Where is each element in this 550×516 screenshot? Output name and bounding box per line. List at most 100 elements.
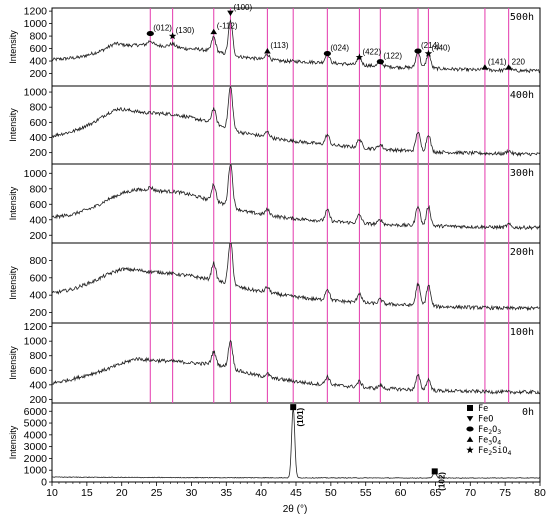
- x-tick-label: 65: [430, 487, 442, 499]
- peak-annotations: (012) (130) (-112) (100) (113) (024) (422) (122…: [146, 3, 526, 491]
- legend-label: Fe2SiO4: [478, 446, 512, 457]
- peak-marker: [424, 49, 433, 57]
- peak-marker: [146, 31, 154, 37]
- y-tick-label: 600: [29, 272, 47, 284]
- y-axis-label: Intensity: [8, 346, 18, 380]
- x-tick-label: 60: [395, 487, 407, 499]
- legend-label: Fe3O4: [478, 436, 501, 447]
- peak-index-label: (100): [233, 3, 252, 12]
- panel-frame: [51, 242, 541, 324]
- xrd-traces: [51, 19, 541, 479]
- panel-frame: [51, 163, 541, 244]
- y-tick-label: 600: [29, 365, 47, 377]
- x-axis: 10 15 20 25 30 35 40 45 50 55 60 65 70 75 80: [46, 482, 546, 499]
- peak-index-label: (122): [383, 52, 402, 61]
- panel-label: 500h: [510, 12, 534, 23]
- peak-index-label: (440): [431, 44, 450, 53]
- legend-marker: [466, 426, 474, 432]
- peak-index-label: (141): [488, 57, 507, 66]
- y-tick-label: 400: [29, 56, 47, 68]
- x-tick-label: 30: [186, 487, 198, 499]
- y-tick-label: 1000: [24, 465, 48, 477]
- peak-marker: [323, 51, 331, 57]
- x-tick-label: 80: [534, 487, 546, 499]
- x-tick-label: 15: [81, 487, 93, 499]
- y-axis-label: Intensity: [8, 266, 18, 300]
- y-tick-label: 200: [29, 230, 47, 242]
- y-tick-label: 6000: [24, 406, 48, 418]
- peak-marker: [355, 53, 364, 61]
- y-tick-label: 400: [29, 290, 47, 302]
- y-tick-label: 400: [29, 132, 47, 144]
- y-tick-label: 1000: [24, 336, 48, 348]
- y-tick-label: 800: [29, 183, 47, 195]
- y-tick-label: 200: [29, 394, 47, 406]
- peak-index-label: (214): [421, 41, 440, 50]
- peak-marker: [227, 10, 234, 16]
- y-tick-label: 3000: [24, 441, 48, 453]
- legend-marker: [466, 436, 474, 442]
- y-tick-label: 400: [29, 214, 47, 226]
- panel-label: 300h: [510, 168, 534, 179]
- peak-index-label: (130): [176, 26, 195, 35]
- y-tick-label: 1200: [24, 321, 48, 333]
- peak-marker: [505, 64, 512, 70]
- peak-marker: [414, 48, 422, 54]
- y-tick-label: 1000: [24, 18, 48, 30]
- legend-marker: [466, 446, 474, 454]
- peak-marker: [376, 59, 384, 65]
- peak-index-label: (102): [438, 472, 447, 491]
- panel-frame: [51, 7, 541, 87]
- panel-label: 200h: [510, 247, 534, 258]
- y-tick-label: 800: [29, 31, 47, 43]
- x-tick-label: 35: [220, 487, 232, 499]
- peak-marker: [168, 32, 177, 40]
- y-tick-label: 2000: [24, 453, 48, 465]
- panel-stack: 20040060080010001200Intensity500h2004006…: [8, 6, 541, 489]
- y-tick-label: 800: [29, 255, 47, 267]
- panel-label: 400h: [510, 90, 534, 101]
- x-tick-label: 20: [116, 487, 128, 499]
- panel-label: 100h: [510, 327, 534, 338]
- y-tick-label: 1000: [24, 87, 48, 99]
- x-tick-label: 50: [325, 487, 337, 499]
- peak-index-label: (422): [362, 47, 381, 56]
- peak-index-label: 220: [512, 57, 526, 66]
- x-tick-label: 70: [464, 487, 476, 499]
- xrd-trace-line: [51, 163, 541, 231]
- peak-marker: [481, 64, 489, 70]
- y-tick-label: 4000: [24, 429, 48, 441]
- legend-marker: [466, 416, 474, 422]
- y-axis-label: Intensity: [8, 30, 18, 64]
- x-tick-label: 45: [290, 487, 302, 499]
- x-tick-label: 10: [46, 487, 58, 499]
- panel-label: 0h: [522, 407, 534, 418]
- legend-label: Fe: [478, 404, 488, 414]
- peak-index-label: (024): [330, 44, 349, 53]
- legend-label: Fe2O3: [478, 425, 501, 436]
- x-tick-label: 25: [151, 487, 163, 499]
- y-tick-label: 5000: [24, 418, 48, 430]
- y-axis-label: Intensity: [8, 425, 18, 459]
- y-tick-label: 1000: [24, 168, 48, 180]
- x-tick-label: 75: [499, 487, 511, 499]
- y-tick-label: 0: [41, 477, 47, 489]
- x-tick-label: 55: [360, 487, 372, 499]
- legend-label: FeO: [478, 415, 493, 425]
- y-tick-label: 800: [29, 350, 47, 362]
- y-tick-label: 200: [29, 307, 47, 319]
- y-tick-label: 400: [29, 379, 47, 391]
- peak-marker: [290, 404, 297, 411]
- y-tick-label: 600: [29, 117, 47, 129]
- reference-lines: [149, 8, 510, 403]
- xrd-trace-line: [51, 406, 541, 479]
- y-tick-label: 1200: [24, 6, 48, 18]
- xrd-trace-line: [51, 339, 541, 395]
- y-tick-label: 200: [29, 147, 47, 159]
- peak-index-label: (-112): [217, 22, 238, 31]
- y-tick-label: 600: [29, 43, 47, 55]
- y-axis-label: Intensity: [8, 108, 18, 142]
- peak-marker: [431, 468, 438, 475]
- peak-index-label: (012): [153, 24, 172, 33]
